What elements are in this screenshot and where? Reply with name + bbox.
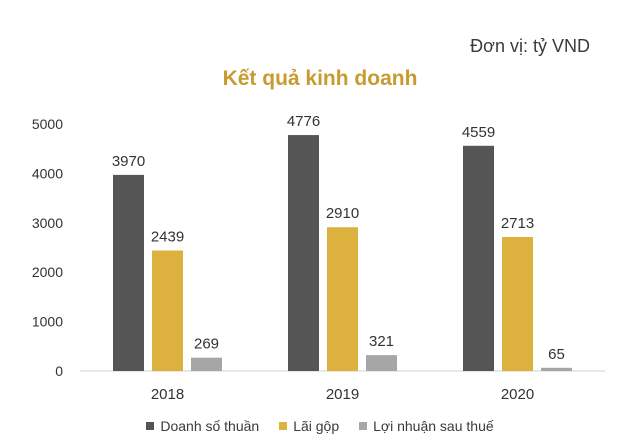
legend-item-2: Lợi nhuận sau thuế xyxy=(359,418,494,434)
bar xyxy=(541,367,572,371)
y-tick-label: 5000 xyxy=(32,116,63,132)
y-tick-label: 1000 xyxy=(32,314,63,330)
y-tick-label: 3000 xyxy=(32,215,63,231)
legend-swatch-0 xyxy=(146,422,155,430)
x-category-label: 2020 xyxy=(501,386,534,403)
data-label: 269 xyxy=(194,336,219,353)
data-label: 4776 xyxy=(287,113,320,130)
bar xyxy=(113,174,144,371)
bar xyxy=(288,135,319,371)
legend-swatch-2 xyxy=(359,422,368,430)
bar xyxy=(191,357,222,371)
bar xyxy=(327,227,358,371)
bar xyxy=(152,250,183,371)
legend-item-0: Doanh số thuần xyxy=(146,418,259,434)
legend-item-1: Lãi gộp xyxy=(279,418,339,434)
legend-swatch-1 xyxy=(279,422,288,430)
y-tick-label: 4000 xyxy=(32,165,63,181)
x-category-label: 2018 xyxy=(151,386,184,403)
data-label: 2439 xyxy=(151,229,184,246)
bar xyxy=(366,355,397,371)
legend-label-1: Lãi gộp xyxy=(293,418,340,434)
unit-label: Đơn vị: tỷ VND xyxy=(470,36,590,56)
bar xyxy=(463,145,494,371)
data-label: 4559 xyxy=(462,124,495,141)
legend-label-0: Doanh số thuần xyxy=(160,418,260,434)
chart-title: Kết quả kinh doanh xyxy=(222,67,418,90)
y-tick-label: 2000 xyxy=(32,264,63,280)
bar xyxy=(502,236,533,371)
data-label: 3970 xyxy=(112,153,145,170)
data-label: 2910 xyxy=(326,205,359,222)
data-label: 321 xyxy=(369,333,394,350)
y-tick-label: 0 xyxy=(55,363,63,379)
x-category-label: 2019 xyxy=(326,386,359,403)
legend-label-2: Lợi nhuận sau thuế xyxy=(373,418,494,434)
data-label: 65 xyxy=(548,346,565,363)
legend: Doanh số thuần Lãi gộp Lợi nhuận sau thu… xyxy=(0,418,640,434)
data-label: 2713 xyxy=(501,215,534,232)
